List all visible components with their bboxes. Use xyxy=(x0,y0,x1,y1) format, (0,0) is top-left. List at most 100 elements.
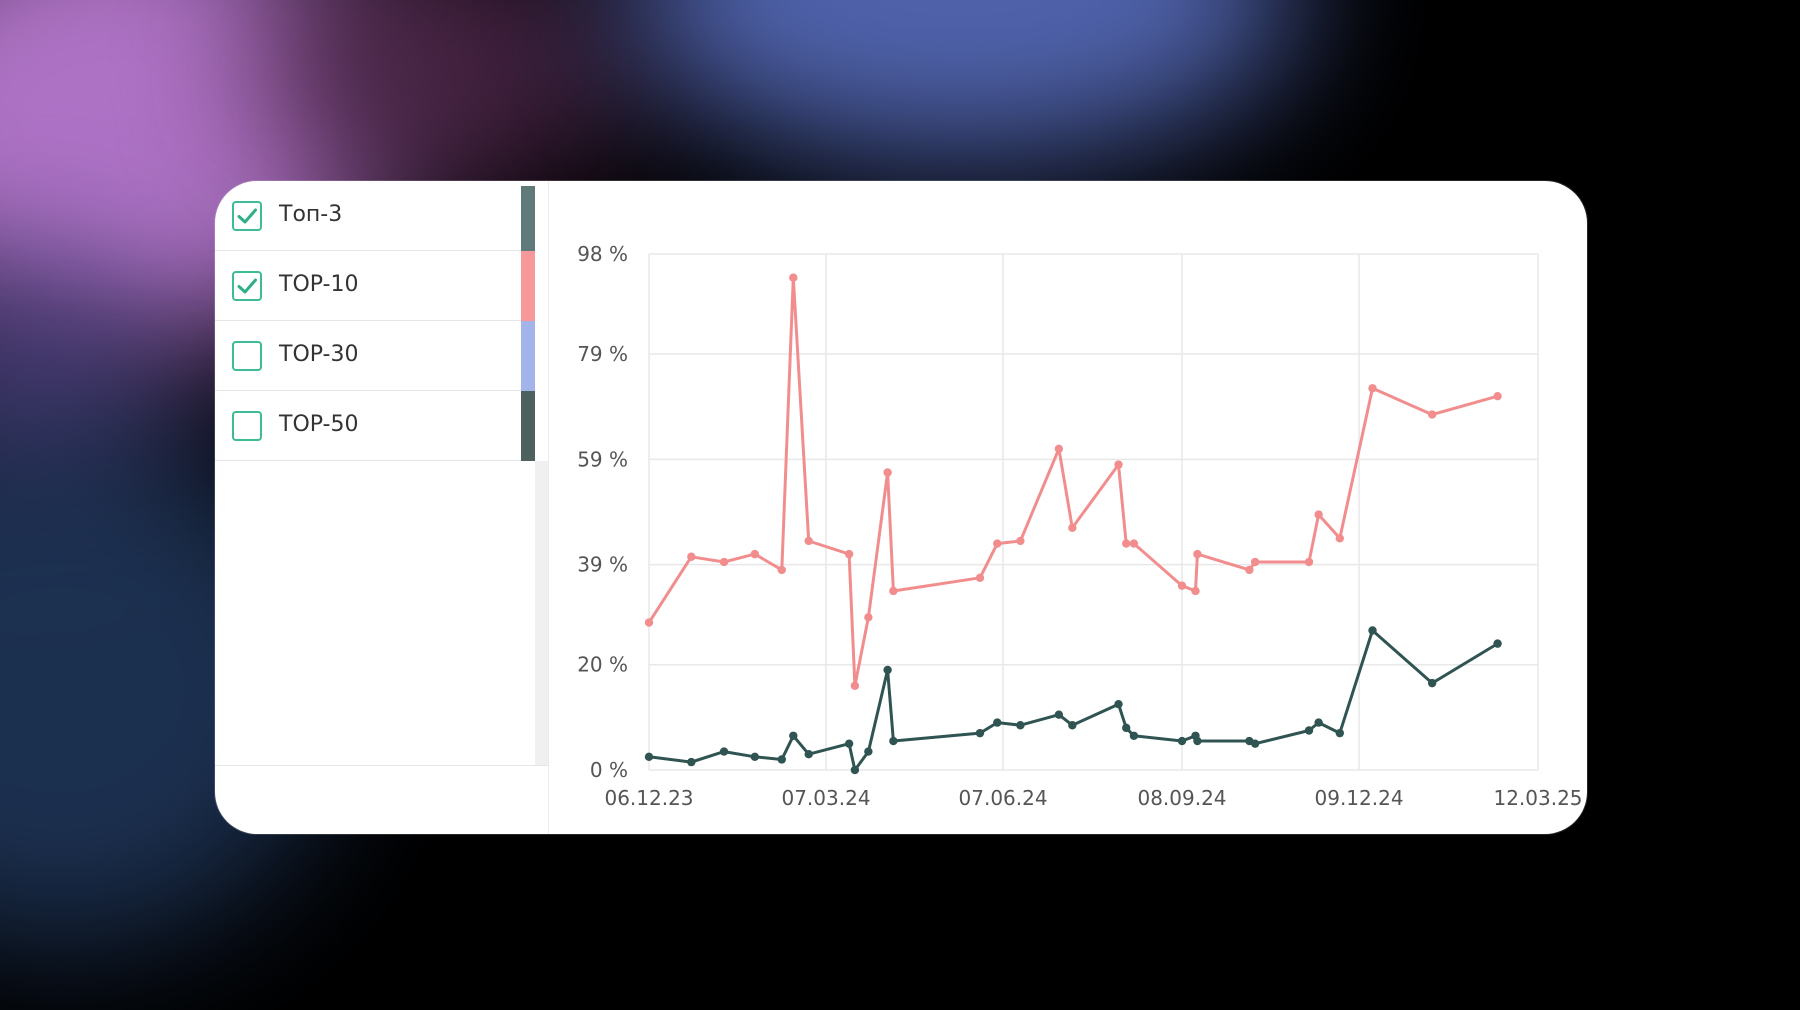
data-point xyxy=(644,618,654,627)
data-point xyxy=(1250,557,1260,567)
data-point xyxy=(1304,557,1314,567)
y-tick-label: 79 % xyxy=(577,342,628,366)
data-point xyxy=(844,549,854,559)
line-chart: 98 % 79 % 59 % 39 % 20 % 0 % 06.12.23 07.03.24 0… xyxy=(577,242,1582,810)
background-glow-plum xyxy=(250,0,630,200)
data-point xyxy=(1304,726,1314,735)
legend-label: TOP-50 xyxy=(279,412,359,437)
data-point xyxy=(1335,728,1345,738)
data-point xyxy=(750,549,760,559)
panel-divider xyxy=(548,181,549,834)
data-point xyxy=(1368,384,1377,393)
data-point xyxy=(1427,410,1437,419)
legend-label: TOP-30 xyxy=(279,342,359,367)
data-point xyxy=(1122,723,1131,733)
legend-checkbox[interactable] xyxy=(232,341,262,371)
data-point xyxy=(1129,731,1139,740)
legend-item-top30[interactable]: TOP-30 xyxy=(215,321,535,391)
data-point xyxy=(1114,460,1123,469)
data-point xyxy=(1427,678,1437,688)
data-point xyxy=(687,552,696,561)
data-point xyxy=(1191,586,1200,596)
data-point xyxy=(1493,639,1502,648)
x-tick-label: 06.12.23 xyxy=(604,786,693,810)
series-line xyxy=(648,629,1499,772)
legend-color-swatch xyxy=(521,391,535,461)
x-tick-label: 09.12.24 xyxy=(1315,786,1404,810)
legend-label: Топ-3 xyxy=(279,202,343,227)
data-point xyxy=(1193,549,1202,559)
data-point xyxy=(777,565,786,575)
data-point xyxy=(1068,523,1077,532)
data-point xyxy=(1054,710,1064,719)
chart-card: Топ-3 TOP-10 TOP-30 TOP-50 98 % 79 % 59 % 3… xyxy=(215,181,1587,834)
data-point xyxy=(850,765,860,775)
data-point xyxy=(975,573,985,583)
legend-checkbox[interactable] xyxy=(232,201,262,231)
data-point xyxy=(644,752,654,762)
data-point xyxy=(883,665,892,675)
data-point xyxy=(889,736,898,746)
legend-color-swatch xyxy=(521,251,535,321)
data-point xyxy=(993,539,1002,548)
series-line xyxy=(647,276,1499,688)
data-point xyxy=(1493,391,1502,401)
legend-item-top50[interactable]: TOP-50 xyxy=(215,391,535,461)
data-point xyxy=(1335,534,1345,543)
data-point xyxy=(687,757,696,767)
legend-color-swatch xyxy=(521,186,535,251)
data-point xyxy=(750,752,760,762)
x-tick-label: 12.03.25 xyxy=(1493,786,1582,810)
data-point xyxy=(864,747,873,756)
y-tick-label: 59 % xyxy=(577,447,628,471)
y-tick-label: 39 % xyxy=(577,553,628,577)
checkmark-icon xyxy=(237,208,257,224)
x-tick-label: 08.09.24 xyxy=(1137,786,1226,810)
data-point xyxy=(1250,739,1260,748)
data-point xyxy=(1068,721,1077,730)
legend-item-top10[interactable]: TOP-10 xyxy=(215,251,535,321)
data-point xyxy=(1245,565,1254,575)
y-tick-label: 98 % xyxy=(577,242,628,266)
checkmark-icon xyxy=(237,278,257,294)
x-tick-label: 07.06.24 xyxy=(959,786,1048,810)
data-point xyxy=(719,557,729,567)
data-point xyxy=(1193,736,1202,746)
legend-color-swatch xyxy=(521,321,535,391)
data-point xyxy=(1054,444,1064,454)
data-point xyxy=(1177,581,1187,590)
sidebar-divider xyxy=(215,765,549,766)
data-point xyxy=(1114,699,1123,709)
data-point xyxy=(804,750,813,759)
data-point xyxy=(719,747,729,756)
data-point xyxy=(850,681,860,690)
data-point xyxy=(804,536,813,546)
y-tick-label: 20 % xyxy=(577,653,628,677)
y-tick-label: 0 % xyxy=(590,758,628,782)
data-point xyxy=(993,718,1002,727)
data-point xyxy=(889,586,898,596)
background-glow-blue xyxy=(620,0,1300,160)
data-point xyxy=(1368,626,1377,635)
legend-label: TOP-10 xyxy=(279,272,359,297)
x-tick-label: 07.03.24 xyxy=(781,786,870,810)
data-point xyxy=(1016,721,1025,730)
sidebar-scrollbar[interactable] xyxy=(535,461,549,766)
data-point xyxy=(1129,539,1139,548)
data-point xyxy=(883,468,892,477)
data-point xyxy=(1016,536,1025,546)
data-point xyxy=(789,273,798,282)
data-point xyxy=(1122,539,1131,548)
legend-checkbox[interactable] xyxy=(232,271,262,301)
data-point xyxy=(777,755,786,764)
data-point xyxy=(1314,718,1323,727)
legend-sidebar: Топ-3 TOP-10 TOP-30 TOP-50 xyxy=(215,181,549,834)
data-point xyxy=(1177,736,1187,746)
data-point xyxy=(844,739,854,748)
data-point xyxy=(975,728,985,738)
legend-checkbox[interactable] xyxy=(232,411,262,441)
data-point xyxy=(864,613,873,622)
data-point xyxy=(1314,510,1323,519)
legend-item-top3[interactable]: Топ-3 xyxy=(215,181,535,251)
